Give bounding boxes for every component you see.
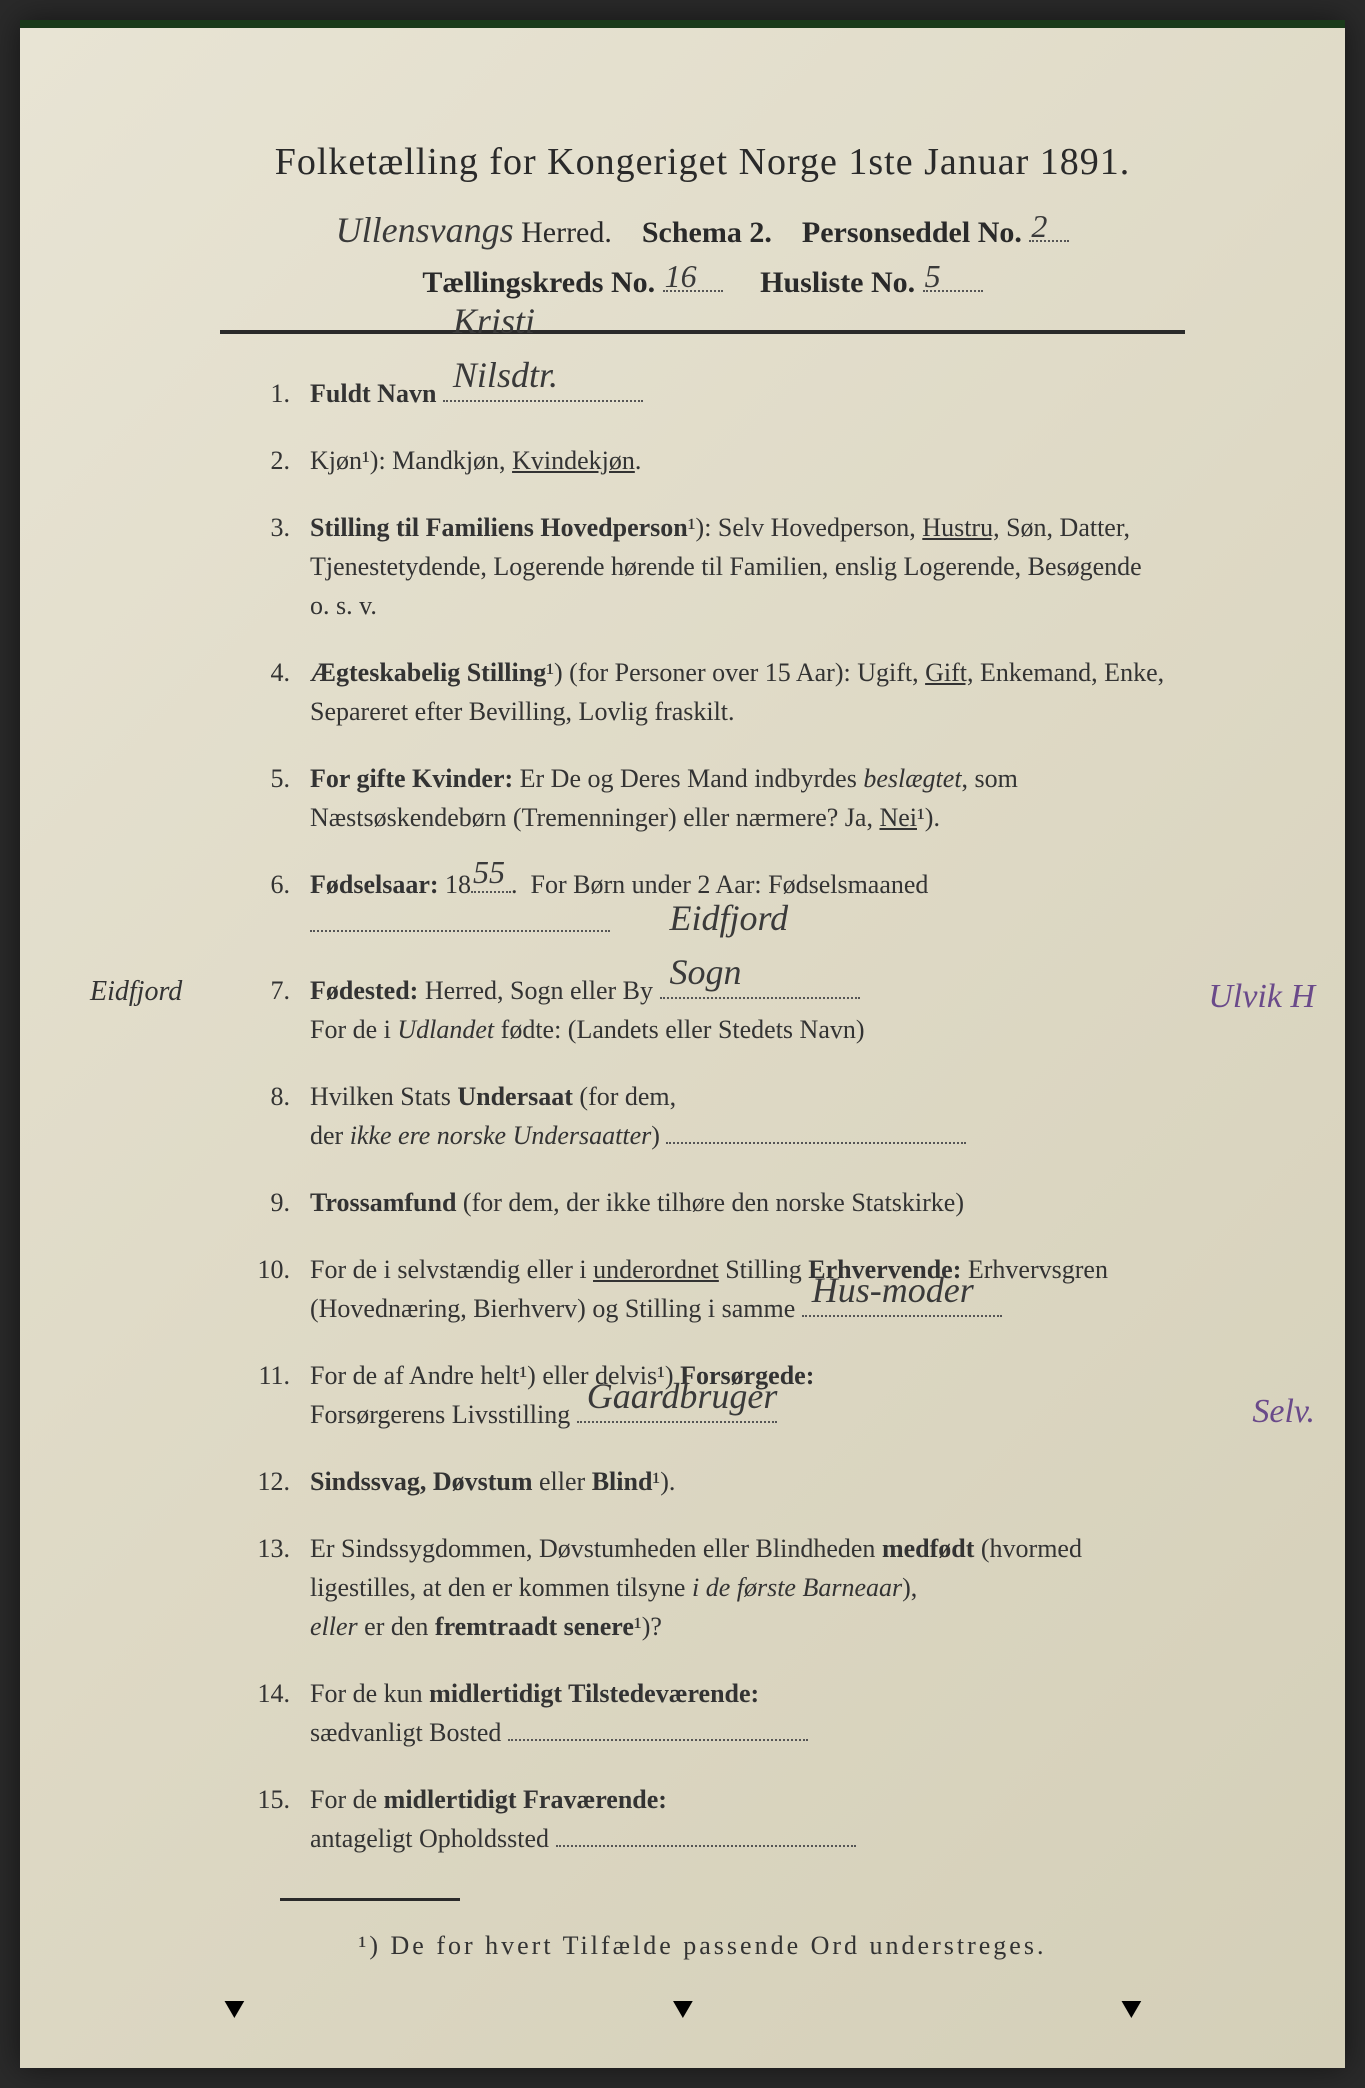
form-item-7: 7.Fødested: Herred, Sogn eller By Eidfjo… bbox=[250, 971, 1185, 1049]
margin-note: Eidfjord bbox=[90, 971, 182, 1013]
item-number: 9. bbox=[250, 1183, 310, 1222]
item-number: 7. bbox=[250, 971, 310, 1049]
item-number: 5. bbox=[250, 759, 310, 837]
punch-hole-left: ⯆ bbox=[220, 1990, 248, 2018]
items-list: 1.Fuldt Navn Kristi Nilsdtr.2.Kjøn¹): Ma… bbox=[220, 374, 1185, 1858]
form-item-4: 4.Ægteskabelig Stilling¹) (for Personer … bbox=[250, 653, 1185, 731]
item-body: Fuldt Navn Kristi Nilsdtr. bbox=[310, 374, 1185, 413]
item-number: 6. bbox=[250, 865, 310, 943]
census-form-page: Folketælling for Kongeriget Norge 1ste J… bbox=[20, 20, 1345, 2068]
herred-handwritten: Ullensvangs bbox=[336, 209, 514, 251]
item-number: 11. bbox=[250, 1356, 310, 1434]
item-body: Sindssvag, Døvstum eller Blind¹). bbox=[310, 1462, 1185, 1501]
form-item-5: 5.For gifte Kvinder: Er De og Deres Mand… bbox=[250, 759, 1185, 837]
item-body: Kjøn¹): Mandkjøn, Kvindekjøn. bbox=[310, 441, 1185, 480]
form-item-14: 14.For de kun midlertidigt Tilstedeværen… bbox=[250, 1674, 1185, 1752]
item-number: 14. bbox=[250, 1674, 310, 1752]
short-divider bbox=[280, 1898, 460, 1901]
item-number: 10. bbox=[250, 1250, 310, 1328]
item-body: For de af Andre helt¹) eller delvis¹) Fo… bbox=[310, 1356, 1185, 1434]
item-body: Fødested: Herred, Sogn eller By Eidfjord… bbox=[310, 971, 1185, 1049]
item-number: 4. bbox=[250, 653, 310, 731]
item-body: For de kun midlertidigt Tilstedeværende:… bbox=[310, 1674, 1185, 1752]
right-note: Selv. bbox=[1252, 1386, 1315, 1437]
item-number: 8. bbox=[250, 1077, 310, 1155]
item-body: For de i selvstændig eller i underordnet… bbox=[310, 1250, 1185, 1328]
form-item-12: 12.Sindssvag, Døvstum eller Blind¹). bbox=[250, 1462, 1185, 1501]
item-number: 1. bbox=[250, 374, 310, 413]
item-body: For de midlertidigt Fraværende:antagelig… bbox=[310, 1780, 1185, 1858]
punch-hole-center: ⯆ bbox=[669, 1990, 697, 2018]
header-line-2: Tællingskreds No. 16 Husliste No. 5 bbox=[220, 266, 1185, 300]
husliste-label: Husliste No. bbox=[760, 266, 915, 299]
item-number: 12. bbox=[250, 1462, 310, 1501]
page-title: Folketælling for Kongeriget Norge 1ste J… bbox=[220, 140, 1185, 184]
punch-hole-right: ⯆ bbox=[1117, 1990, 1145, 2018]
header-line-1: Ullensvangs Herred. Schema 2. Personsedd… bbox=[220, 209, 1185, 251]
form-item-11: 11.For de af Andre helt¹) eller delvis¹)… bbox=[250, 1356, 1185, 1434]
item-body: For gifte Kvinder: Er De og Deres Mand i… bbox=[310, 759, 1185, 837]
personseddel-no: 2 bbox=[1031, 208, 1047, 245]
form-item-9: 9.Trossamfund (for dem, der ikke tilhøre… bbox=[250, 1183, 1185, 1222]
form-item-15: 15.For de midlertidigt Fraværende:antage… bbox=[250, 1780, 1185, 1858]
tkreds-no: 16 bbox=[665, 258, 697, 295]
item-body: Stilling til Familiens Hovedperson¹): Se… bbox=[310, 508, 1185, 625]
form-item-1: 1.Fuldt Navn Kristi Nilsdtr. bbox=[250, 374, 1185, 413]
herred-label: Herred. bbox=[521, 216, 612, 249]
schema-label: Schema 2. bbox=[642, 216, 772, 249]
footnote: ¹) De for hvert Tilfælde passende Ord un… bbox=[220, 1931, 1185, 1961]
personseddel-label: Personseddel No. bbox=[802, 216, 1022, 249]
right-note: Ulvik H bbox=[1208, 971, 1315, 1022]
form-item-2: 2.Kjøn¹): Mandkjøn, Kvindekjøn. bbox=[250, 441, 1185, 480]
husliste-no: 5 bbox=[925, 258, 941, 295]
item-body: Ægteskabelig Stilling¹) (for Personer ov… bbox=[310, 653, 1185, 731]
top-divider bbox=[220, 330, 1185, 334]
item-number: 2. bbox=[250, 441, 310, 480]
form-item-10: 10.For de i selvstændig eller i underord… bbox=[250, 1250, 1185, 1328]
item-number: 13. bbox=[250, 1529, 310, 1646]
item-number: 3. bbox=[250, 508, 310, 625]
form-item-3: 3.Stilling til Familiens Hovedperson¹): … bbox=[250, 508, 1185, 625]
form-item-13: 13.Er Sindssygdommen, Døvstumheden eller… bbox=[250, 1529, 1185, 1646]
item-body: Trossamfund (for dem, der ikke tilhøre d… bbox=[310, 1183, 1185, 1222]
item-number: 15. bbox=[250, 1780, 310, 1858]
form-item-8: 8.Hvilken Stats Undersaat (for dem,der i… bbox=[250, 1077, 1185, 1155]
item-body: Hvilken Stats Undersaat (for dem,der ikk… bbox=[310, 1077, 1185, 1155]
item-body: Er Sindssygdommen, Døvstumheden eller Bl… bbox=[310, 1529, 1185, 1646]
